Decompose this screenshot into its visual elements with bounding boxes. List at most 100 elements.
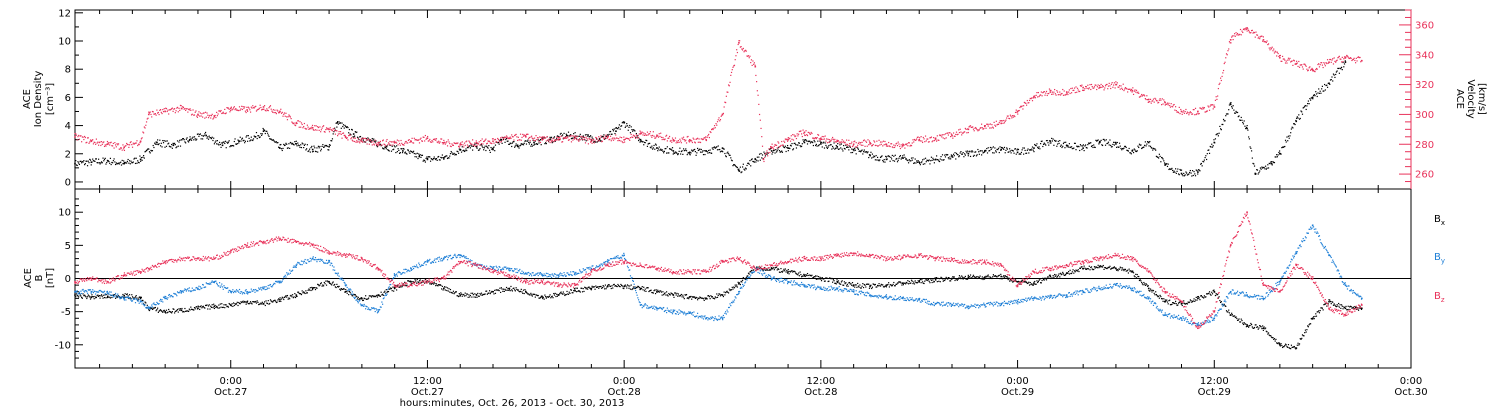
density-series-sample — [576, 138, 578, 140]
density-series-sample — [1132, 149, 1134, 151]
velocity-series-sample — [86, 141, 88, 143]
density-series-sample — [899, 155, 901, 158]
density-series-sample — [643, 141, 646, 144]
density-series-sample — [199, 133, 201, 136]
density-series-sample — [1325, 84, 1327, 87]
velocity-series-sample — [574, 135, 576, 137]
velocity-series-sample — [820, 138, 822, 140]
density-series-sample — [509, 142, 511, 144]
velocity-series-sample — [685, 139, 687, 141]
density-series-sample — [876, 159, 878, 161]
bx-series-sample — [219, 303, 221, 305]
bx-series-sample — [310, 289, 312, 292]
velocity-series-sample — [830, 140, 832, 142]
density-series-sample — [154, 143, 157, 145]
density-series-sample — [951, 154, 953, 157]
density-series-sample — [759, 159, 761, 161]
density-series-sample — [424, 161, 426, 163]
density-series-sample — [775, 151, 778, 153]
density-series-point — [1164, 164, 1166, 166]
velocity-series-sample — [958, 129, 960, 131]
density-series-sample — [1035, 145, 1037, 147]
velocity-series-sample — [445, 142, 447, 144]
velocity-series-sample — [1034, 95, 1036, 97]
velocity-series-sample — [1204, 111, 1206, 113]
bx-series-sample — [516, 288, 518, 291]
velocity-series-sample — [1332, 63, 1335, 65]
density-series-sample — [109, 157, 112, 159]
density-series-sample — [691, 149, 693, 151]
velocity-series-sample — [1281, 55, 1284, 58]
velocity-series-sample — [1022, 108, 1024, 110]
bx-series-sample — [497, 289, 500, 291]
velocity-series-sample — [120, 147, 122, 149]
density-series-sample — [347, 126, 349, 129]
velocity-series-sample — [753, 62, 755, 64]
density-series-sample — [799, 145, 801, 147]
velocity-series-sample — [1079, 90, 1081, 92]
density-series-point — [820, 143, 822, 145]
bx-series-sample — [75, 293, 78, 295]
bx-series-sample — [116, 296, 118, 299]
density-series-sample — [716, 146, 718, 148]
density-series-sample — [646, 145, 649, 147]
velocity-series-sample — [407, 142, 409, 144]
density-series-sample — [431, 158, 433, 160]
bx-series-sample — [544, 294, 546, 296]
bx-series-sample — [350, 293, 352, 295]
velocity-series-sample — [436, 141, 438, 143]
density-series-sample — [402, 147, 404, 150]
velocity-series-sample — [421, 140, 424, 142]
bx-series-sample — [796, 273, 798, 275]
density-series-sample — [420, 156, 422, 159]
density-series-sample — [972, 155, 975, 157]
bx-series-sample — [680, 293, 682, 296]
bx-series-sample — [618, 285, 620, 288]
density-series-sample — [677, 153, 680, 155]
bx-series-sample — [125, 296, 127, 298]
velocity-series-sample — [208, 115, 210, 117]
bx-series-sample — [382, 293, 384, 295]
bx-series-sample — [827, 280, 829, 283]
velocity-series-sample — [1245, 28, 1248, 30]
velocity-series-sample — [770, 145, 772, 148]
velocity-series-sample — [643, 134, 646, 136]
bx-series-sample — [311, 286, 313, 289]
bx-series-sample — [370, 295, 372, 297]
density-series-sample — [651, 145, 653, 147]
velocity-series-sample — [121, 149, 123, 151]
velocity-series-sample — [210, 117, 212, 119]
bx-series-sample — [609, 285, 612, 288]
velocity-series-sample — [220, 109, 222, 112]
density-series-sample — [115, 162, 117, 164]
velocity-series-sample — [405, 140, 407, 143]
bx-series-sample — [402, 283, 404, 285]
velocity-series-sample — [707, 135, 709, 137]
velocity-series-sample — [829, 140, 831, 142]
density-series-sample — [702, 150, 704, 152]
density-series-sample — [721, 150, 723, 152]
velocity-series-sample — [254, 106, 256, 108]
density-series-sample — [848, 145, 851, 147]
velocity-series-sample — [261, 108, 263, 111]
velocity-series-sample — [169, 109, 171, 111]
density-series-sample — [670, 148, 672, 150]
density-series-sample — [1161, 157, 1163, 159]
bx-series-sample — [263, 303, 265, 305]
bx-series-sample — [178, 308, 180, 310]
velocity-series-sample — [497, 138, 500, 141]
density-series-sample — [1256, 169, 1259, 171]
density-series-sample — [1134, 149, 1136, 151]
velocity-series-sample — [485, 138, 487, 140]
bx-series-sample — [415, 280, 417, 282]
bx-series-sample — [601, 287, 603, 289]
density-series-sample — [1031, 148, 1033, 150]
bx-series-sample — [802, 275, 804, 277]
density-series-sample — [1054, 139, 1056, 142]
density-series-sample — [1205, 158, 1208, 161]
density-series-sample — [864, 151, 866, 153]
velocity-series-sample — [1189, 112, 1191, 114]
bx-series-sample — [778, 268, 780, 271]
velocity-series-sample — [1345, 56, 1347, 58]
density-series-sample — [1009, 150, 1011, 152]
